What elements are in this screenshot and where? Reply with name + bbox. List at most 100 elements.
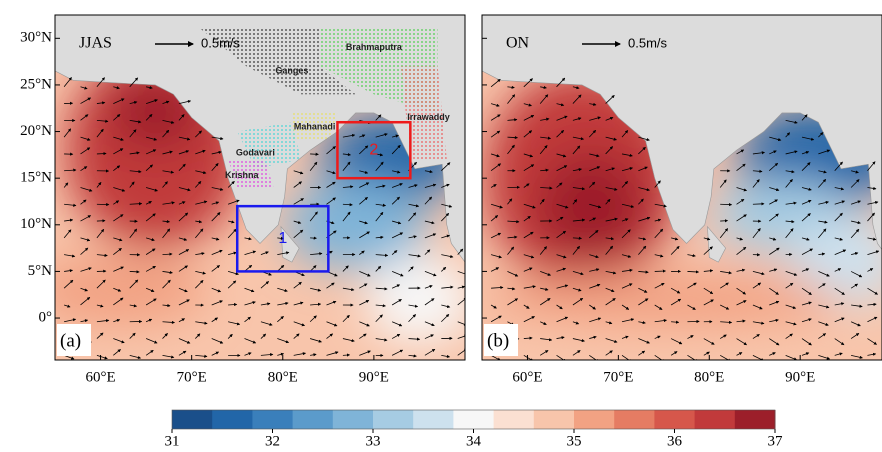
current-arrow	[113, 248, 122, 255]
current-arrow	[375, 161, 384, 171]
colorbar-segment	[533, 410, 575, 429]
current-arrow	[589, 268, 600, 272]
current-arrow	[178, 265, 188, 272]
current-arrow	[227, 199, 240, 205]
current-arrow	[539, 94, 549, 104]
current-arrow	[818, 170, 827, 174]
current-arrow	[441, 266, 447, 272]
current-arrow	[851, 220, 861, 225]
current-arrow	[195, 354, 208, 358]
current-arrow	[211, 249, 223, 256]
current-arrow	[80, 267, 92, 272]
current-arrow	[392, 134, 399, 138]
current-arrow	[146, 86, 153, 90]
current-arrow	[80, 114, 89, 121]
river-label: Irrawaddy	[407, 112, 450, 122]
current-arrow	[145, 187, 158, 192]
current-arrow	[589, 153, 600, 158]
current-arrow	[638, 338, 650, 344]
current-arrow	[162, 228, 171, 239]
current-arrow	[408, 337, 421, 341]
ocean	[482, 15, 882, 360]
current-arrow	[392, 170, 401, 174]
current-arrow	[736, 237, 744, 241]
current-arrow	[375, 338, 388, 342]
current-arrow	[63, 279, 74, 289]
current-arrow	[654, 254, 664, 258]
current-arrow	[441, 354, 451, 358]
current-arrow	[539, 298, 551, 306]
current-arrow	[63, 182, 69, 188]
current-arrow	[556, 130, 565, 138]
current-arrow	[769, 213, 779, 222]
current-arrow	[719, 179, 727, 188]
current-arrow	[424, 285, 433, 289]
current-arrow	[605, 198, 611, 205]
current-arrow	[293, 198, 304, 205]
current-arrow	[556, 182, 563, 188]
current-arrow	[556, 316, 569, 323]
current-arrow	[834, 237, 844, 241]
current-arrow	[211, 136, 224, 141]
current-arrow	[523, 164, 535, 172]
current-arrow	[572, 218, 586, 222]
current-arrow	[490, 203, 503, 209]
current-arrow	[195, 252, 205, 256]
current-arrow	[834, 352, 843, 356]
current-arrow	[523, 354, 534, 360]
current-arrow	[818, 252, 826, 256]
current-arrow	[572, 321, 580, 325]
current-arrow	[785, 321, 797, 326]
current-arrow	[162, 150, 173, 155]
current-arrow	[556, 165, 568, 172]
current-arrow	[834, 212, 843, 222]
current-arrow	[654, 282, 665, 289]
current-arrow	[359, 145, 369, 155]
current-arrow	[178, 338, 191, 344]
current-arrow	[162, 100, 170, 104]
current-arrow	[178, 237, 188, 241]
current-arrow	[621, 229, 631, 239]
current-arrow	[540, 136, 552, 140]
colorbar-tick-label: 37	[768, 433, 784, 449]
current-arrow	[818, 283, 826, 289]
current-arrow	[589, 283, 601, 289]
current-arrow	[572, 94, 582, 104]
current-arrow	[80, 215, 92, 222]
current-arrow	[195, 170, 207, 175]
current-arrow	[129, 129, 137, 138]
current-arrow	[687, 335, 694, 339]
current-arrow	[867, 316, 878, 323]
colorbar-segment	[694, 410, 736, 429]
current-arrow	[260, 333, 267, 339]
current-arrow	[507, 287, 516, 291]
current-arrow	[145, 338, 158, 344]
current-arrow	[605, 116, 614, 121]
current-arrow	[785, 170, 795, 174]
current-arrow	[178, 249, 190, 255]
y-tick-label: 10°N	[20, 216, 52, 232]
current-arrow	[375, 114, 382, 121]
current-arrow	[408, 354, 417, 358]
current-arrow	[572, 187, 586, 191]
current-arrow	[719, 354, 732, 360]
panel-frame	[54, 14, 466, 361]
current-arrow	[129, 332, 136, 339]
current-arrow	[801, 199, 812, 205]
current-arrow	[408, 203, 420, 208]
current-arrow	[310, 353, 317, 357]
current-arrow	[145, 265, 156, 272]
current-arrow	[605, 350, 613, 356]
current-arrow	[162, 129, 170, 138]
current-arrow	[145, 318, 153, 323]
current-arrow	[507, 246, 515, 255]
current-arrow	[621, 268, 633, 272]
y-tick-label: 15°N	[20, 170, 52, 186]
current-arrow	[785, 178, 793, 188]
current-arrow	[408, 304, 419, 308]
current-arrow	[834, 287, 845, 295]
current-arrow	[867, 250, 880, 256]
current-arrow	[507, 135, 518, 140]
current-arrow	[441, 203, 453, 208]
current-arrow	[818, 271, 830, 277]
